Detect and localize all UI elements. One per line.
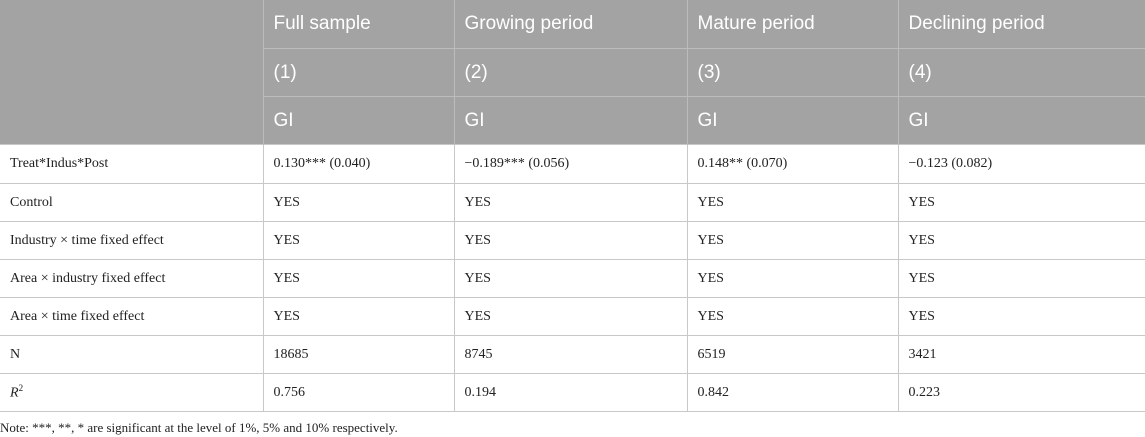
table-row: Area × industry fixed effect YES YES YES…	[0, 259, 1145, 298]
header-dep-var-4: GI	[897, 96, 1145, 145]
table-footnote: Note: ***, **, * are significant at the …	[0, 420, 398, 435]
row-label-area-industry-fe: Area × industry fixed effect	[0, 259, 264, 298]
table-row: Area × time fixed effect YES YES YES YES	[0, 297, 1145, 336]
header-dep-var-3: GI	[686, 96, 898, 145]
header-corner-cell	[0, 0, 263, 49]
table-row: Industry × time fixed effect YES YES YES…	[0, 221, 1145, 260]
header-growing-period: Growing period	[453, 0, 687, 49]
row-label-area-time-fe: Area × time fixed effect	[0, 297, 264, 336]
header-declining-period: Declining period	[897, 0, 1145, 49]
regression-table: Full sample Growing period Mature period…	[0, 0, 1145, 412]
header-col-number-1: (1)	[262, 48, 454, 97]
header-row-dependent-variable: GI GI GI GI	[0, 96, 1145, 145]
table-cell: 8745	[453, 335, 688, 374]
row-label-n: N	[0, 335, 264, 374]
table-cell: 0.194	[453, 373, 688, 412]
row-label-treat-indus-post: Treat*Indus*Post	[0, 144, 264, 184]
header-col-number-4: (4)	[897, 48, 1145, 97]
table-cell: YES	[897, 297, 1145, 336]
row-label-control: Control	[0, 183, 264, 222]
table-cell: YES	[897, 259, 1145, 298]
row-label-industry-time-fe: Industry × time fixed effect	[0, 221, 264, 260]
table-cell: YES	[453, 297, 688, 336]
header-col-number-3: (3)	[686, 48, 898, 97]
table-cell: YES	[686, 297, 899, 336]
header-mature-period: Mature period	[686, 0, 898, 49]
table-cell: YES	[453, 221, 688, 260]
table-cell: 18685	[262, 335, 455, 374]
table-cell: YES	[686, 183, 899, 222]
table-row: Treat*Indus*Post 0.130*** (0.040) −0.189…	[0, 144, 1145, 184]
table-cell: YES	[453, 259, 688, 298]
header-row-column-number: (1) (2) (3) (4)	[0, 48, 1145, 97]
table-row: N 18685 8745 6519 3421	[0, 335, 1145, 374]
table-cell: YES	[262, 221, 455, 260]
header-dep-var-1: GI	[262, 96, 454, 145]
table-cell: YES	[686, 221, 899, 260]
header-col-number-2: (2)	[453, 48, 687, 97]
table-cell: YES	[686, 259, 899, 298]
table-header: Full sample Growing period Mature period…	[0, 0, 1145, 145]
table-cell: 0.842	[686, 373, 899, 412]
table-cell: YES	[453, 183, 688, 222]
header-dep-var-2: GI	[453, 96, 687, 145]
header-full-sample: Full sample	[262, 0, 454, 49]
r-squared-symbol: R	[10, 385, 19, 401]
table-cell: 0.223	[897, 373, 1145, 412]
table-body: Treat*Indus*Post 0.130*** (0.040) −0.189…	[0, 144, 1145, 412]
row-label-r-squared: R2	[0, 373, 264, 412]
header-corner-cell	[0, 48, 263, 97]
table-cell: YES	[262, 297, 455, 336]
table-cell: YES	[897, 183, 1145, 222]
table-row: R2 0.756 0.194 0.842 0.223	[0, 373, 1145, 412]
table-cell: 0.130*** (0.040)	[262, 144, 455, 184]
header-row-sample: Full sample Growing period Mature period…	[0, 0, 1145, 49]
table-cell: YES	[262, 183, 455, 222]
table-cell: 3421	[897, 335, 1145, 374]
table-cell: 0.756	[262, 373, 455, 412]
table-row: Control YES YES YES YES	[0, 183, 1145, 222]
table-cell: −0.123 (0.082)	[897, 144, 1145, 184]
header-corner-cell	[0, 96, 263, 145]
table-cell: 6519	[686, 335, 899, 374]
table-cell: −0.189*** (0.056)	[453, 144, 688, 184]
table-cell: 0.148** (0.070)	[686, 144, 899, 184]
table-cell: YES	[897, 221, 1145, 260]
r-squared-exponent: 2	[18, 383, 24, 394]
table-cell: YES	[262, 259, 455, 298]
